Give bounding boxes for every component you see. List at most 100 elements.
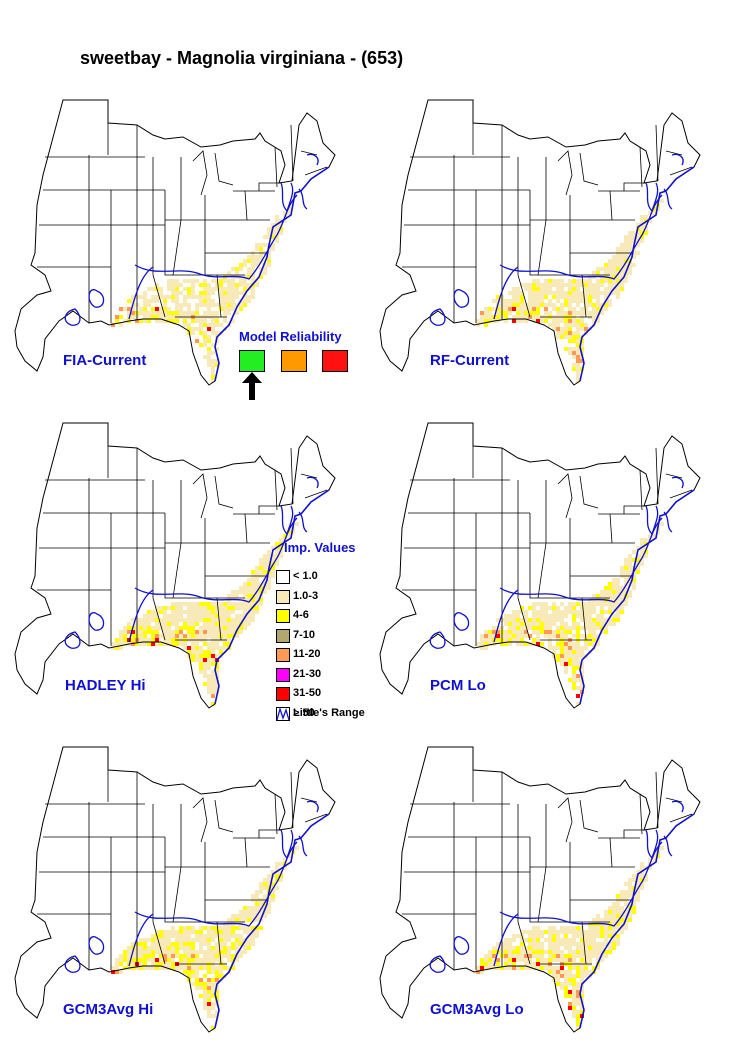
model-reliability-title: Model Reliability bbox=[239, 329, 342, 344]
littles-range-coast bbox=[579, 166, 695, 382]
state-border bbox=[665, 473, 683, 479]
state-border bbox=[537, 866, 547, 923]
legend-label: > 50 bbox=[293, 706, 315, 719]
state-border bbox=[304, 813, 328, 823]
state-border bbox=[517, 274, 531, 318]
littles-range-line bbox=[493, 913, 519, 967]
state-border bbox=[579, 475, 599, 509]
state-border bbox=[214, 152, 234, 186]
state-border bbox=[300, 150, 318, 156]
littles-range-line bbox=[429, 308, 446, 326]
state-border bbox=[529, 190, 610, 276]
map-panel-gcm3avg-hi: GCM3Avg Hi bbox=[5, 742, 345, 1052]
state-border bbox=[300, 797, 318, 803]
littles-range-line bbox=[134, 194, 298, 280]
littles-range-line bbox=[64, 308, 81, 326]
state-border bbox=[579, 799, 599, 833]
state-border bbox=[192, 797, 208, 843]
map-panel-pcm-lo: PCM Lo bbox=[370, 418, 710, 728]
state-border bbox=[274, 793, 278, 835]
map-gcm3avg-hi bbox=[14, 746, 336, 1033]
littles-range-line bbox=[645, 505, 659, 536]
littles-range-line bbox=[671, 153, 684, 166]
state-border bbox=[609, 513, 613, 544]
map-fia-current bbox=[14, 99, 336, 386]
map-panel-hadley-hi: HADLEY Hi bbox=[5, 418, 345, 728]
littles-range-line bbox=[453, 936, 470, 955]
state-border bbox=[581, 921, 587, 965]
importance-legend: Imp. Values < 1.0 1.0-3 4-6 7-10 11-20 21-30 3… bbox=[276, 540, 396, 730]
littles-range-line bbox=[280, 505, 294, 536]
state-border bbox=[639, 146, 643, 188]
littles-range-line bbox=[280, 829, 294, 860]
reliability-high-box bbox=[239, 350, 265, 372]
state-border bbox=[304, 166, 328, 176]
state-border bbox=[537, 542, 547, 599]
legend-label: Little's Range bbox=[293, 707, 365, 719]
map-pcm-lo bbox=[379, 422, 701, 709]
littles-range-line bbox=[671, 800, 684, 813]
legend-label: < 1.0 bbox=[293, 570, 318, 582]
littles-range-line bbox=[499, 194, 663, 280]
state-border bbox=[609, 837, 613, 868]
model-reliability: Model Reliability bbox=[238, 329, 368, 404]
state-border bbox=[244, 513, 248, 544]
state-border bbox=[581, 274, 587, 318]
state-border bbox=[579, 152, 599, 186]
littles-range-line bbox=[429, 631, 446, 649]
map-panel-rf-current: RF-Current bbox=[370, 95, 710, 405]
map-outline bbox=[379, 422, 701, 709]
littles-range-coast bbox=[579, 813, 695, 1029]
state-border bbox=[244, 837, 248, 868]
map-label: RF-Current bbox=[430, 352, 510, 369]
map-panel-fia-current: FIA-Current bbox=[5, 95, 345, 405]
state-border bbox=[581, 597, 587, 641]
state-border bbox=[172, 866, 182, 923]
legend-swatch bbox=[276, 570, 290, 584]
state-border bbox=[609, 190, 613, 221]
habitat-cells bbox=[111, 846, 299, 1030]
littles-range-line bbox=[64, 631, 81, 649]
legend-label: 4-6 bbox=[293, 609, 309, 621]
littles-range-coast bbox=[214, 813, 330, 1029]
state-border bbox=[529, 513, 610, 599]
state-border bbox=[258, 829, 281, 838]
state-border bbox=[665, 797, 683, 803]
littles-range-line bbox=[306, 476, 319, 489]
state-border bbox=[216, 921, 222, 965]
state-border bbox=[639, 469, 643, 511]
legend-swatch bbox=[276, 628, 290, 643]
littles-range-line bbox=[645, 829, 659, 860]
littles-range-line bbox=[128, 266, 154, 320]
state-border bbox=[244, 190, 248, 221]
state-border bbox=[557, 150, 573, 196]
map-gcm3avg-lo bbox=[379, 746, 701, 1033]
littles-range-coast bbox=[579, 489, 695, 705]
state-border bbox=[669, 813, 693, 823]
map-label: HADLEY Hi bbox=[65, 677, 146, 694]
littles-range-line bbox=[499, 517, 663, 603]
habitat-cells bbox=[476, 846, 664, 1030]
state-border bbox=[537, 219, 547, 276]
legend-swatch bbox=[276, 609, 290, 623]
state-border bbox=[216, 597, 222, 641]
littles-range-line bbox=[453, 612, 470, 631]
state-border bbox=[258, 505, 281, 514]
importance-legend-title: Imp. Values bbox=[284, 540, 356, 555]
state-border bbox=[300, 473, 318, 479]
state-border bbox=[216, 274, 222, 318]
littles-range-line bbox=[134, 841, 298, 927]
legend-swatch bbox=[276, 667, 290, 682]
map-label: GCM3Avg Lo bbox=[430, 1001, 524, 1018]
littles-range-coast bbox=[214, 166, 330, 382]
state-border bbox=[164, 513, 245, 599]
map-outline bbox=[379, 746, 701, 1033]
state-border bbox=[623, 182, 646, 191]
state-border bbox=[164, 837, 245, 923]
reliability-low-box bbox=[322, 350, 348, 372]
state-border bbox=[152, 921, 166, 965]
state-border bbox=[517, 597, 531, 641]
littles-range-line bbox=[128, 589, 154, 643]
littles-range-line bbox=[88, 936, 105, 955]
habitat-cells bbox=[476, 199, 664, 383]
